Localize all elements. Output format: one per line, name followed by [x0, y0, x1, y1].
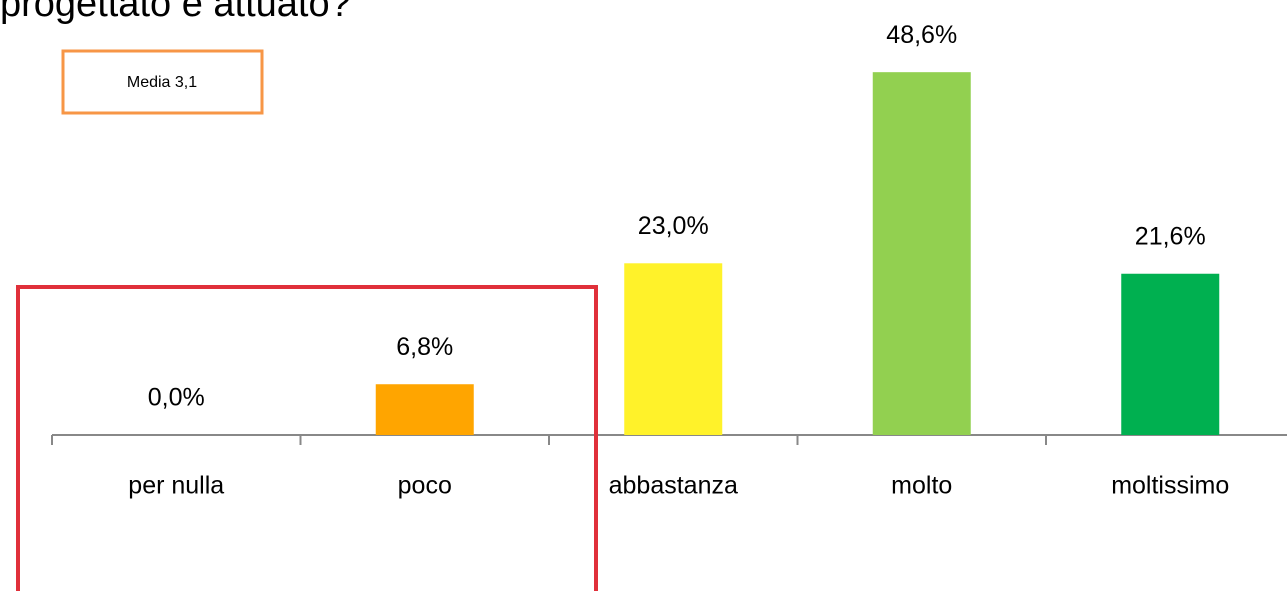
annotation-box [61, 49, 264, 115]
x-tick-label: abbastanza [609, 472, 738, 500]
x-tick-label: molto [891, 472, 952, 500]
chart-title: progettato e attuato? [0, 0, 351, 25]
data-label: 21,6% [1135, 222, 1206, 250]
bar [1121, 273, 1220, 435]
data-label: 23,0% [638, 212, 709, 240]
data-label: 0,0% [148, 384, 205, 412]
annotation: Media 3,1 [127, 74, 197, 91]
data-label: 48,6% [886, 21, 957, 49]
highlight-box [16, 285, 598, 591]
data-label: 6,8% [396, 333, 453, 361]
plot: per nulla 0,0% poco 6,8% abbastanza 23,0% molt… [51, 21, 1287, 500]
bar [872, 72, 971, 435]
bar [624, 263, 723, 435]
x-tick-label: poco [398, 472, 452, 500]
bar [375, 384, 474, 435]
x-tick-label: per nulla [128, 472, 224, 500]
x-tick-label: moltissimo [1111, 472, 1229, 500]
